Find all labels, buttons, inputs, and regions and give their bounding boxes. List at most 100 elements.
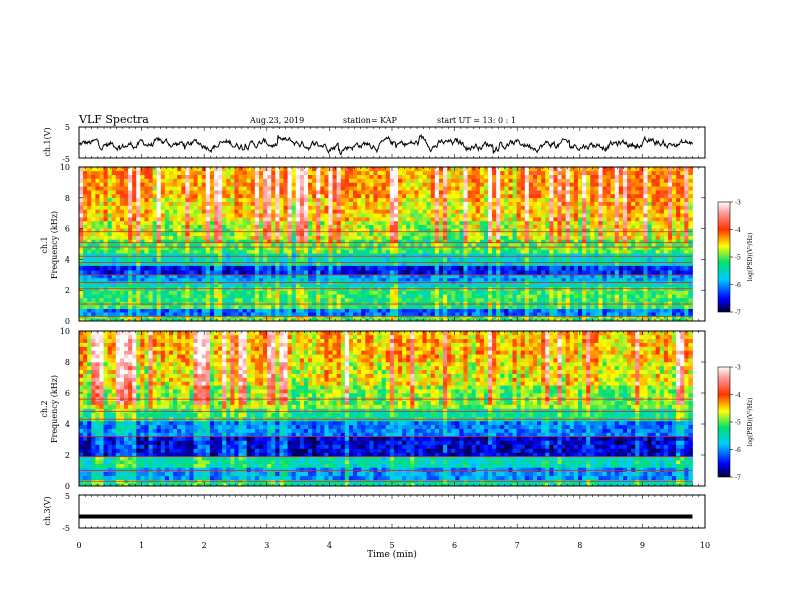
spectrogram-cell xyxy=(246,246,252,251)
spectrogram-cell xyxy=(447,270,452,276)
spectrogram-cell xyxy=(308,220,313,225)
spectrogram-cell xyxy=(189,308,194,313)
spectrogram-cell xyxy=(500,308,505,313)
spectrogram-cell xyxy=(144,246,149,251)
spectrogram-cell xyxy=(381,265,387,271)
spectrogram-cell xyxy=(561,220,567,225)
spectrogram-cell xyxy=(353,308,358,313)
spectrogram-cell xyxy=(606,284,612,288)
spectrogram-cell xyxy=(447,253,452,258)
spectrogram-cell xyxy=(312,318,317,322)
spectrogram-cell xyxy=(189,312,194,316)
spectrogram-cell xyxy=(119,224,125,229)
spectrogram-cell xyxy=(586,290,591,295)
spectrogram-cell xyxy=(140,265,145,271)
spectrogram-cell xyxy=(340,205,346,210)
spectrogram-cell xyxy=(189,253,194,258)
spectrogram-cell xyxy=(381,249,387,254)
spectrogram-cell xyxy=(348,239,354,244)
spectrogram-cell xyxy=(492,301,497,306)
spectrogram-cell xyxy=(667,284,673,288)
spectrogram-cell xyxy=(430,315,436,319)
spectrogram-cell xyxy=(373,249,378,254)
spectrogram-cell xyxy=(177,261,182,266)
spectrogram-cell xyxy=(586,277,591,282)
spectrogram-cell xyxy=(487,261,493,266)
spectrogram-cell xyxy=(606,301,612,306)
spectrogram-cell xyxy=(148,205,154,210)
spectrogram-cell xyxy=(226,318,231,322)
spectrogram-cell xyxy=(651,224,657,229)
spectrogram-cell xyxy=(549,315,554,319)
spectrogram-cell xyxy=(230,308,235,313)
spectrogram-cell xyxy=(267,209,272,214)
spectrogram-cell xyxy=(443,246,448,251)
spectrogram-cell xyxy=(627,261,632,266)
spectrogram-cell xyxy=(451,205,456,210)
spectrogram-cell xyxy=(132,213,137,218)
spectrogram-cell xyxy=(635,318,640,322)
spectrogram-cell xyxy=(582,277,587,282)
spectrogram-cell xyxy=(218,217,223,222)
spectrogram-cell xyxy=(218,220,223,225)
spectrogram-cell xyxy=(258,205,264,210)
spectrogram-cell xyxy=(537,261,542,266)
spectrogram-cell xyxy=(414,277,419,282)
spectrogram-cell xyxy=(234,270,239,276)
spectrogram-cell xyxy=(115,239,121,244)
spectrogram-cell xyxy=(119,235,125,240)
spectrogram-cell xyxy=(254,305,260,309)
spectrogram-cell xyxy=(586,224,591,229)
spectrogram-cell xyxy=(287,265,293,271)
spectrogram-cell xyxy=(365,235,370,240)
spectrogram-cell xyxy=(483,297,489,302)
spectrogram-cell xyxy=(373,231,378,236)
spectrogram-cell xyxy=(312,315,317,319)
spectrogram-cell xyxy=(123,308,129,313)
spectrogram-cell xyxy=(549,308,554,313)
spectrogram-cell xyxy=(467,274,473,279)
spectrogram-cell xyxy=(279,213,284,218)
spectrogram-cell xyxy=(430,261,436,266)
spectrogram-cell xyxy=(475,249,481,254)
spectrogram-cell xyxy=(197,301,203,306)
spectrogram-cell xyxy=(569,224,575,229)
spectrogram-cell xyxy=(569,249,575,254)
spectrogram-cell xyxy=(222,220,227,225)
spectrogram-cell xyxy=(524,231,530,236)
spectrogram-cell xyxy=(123,305,129,309)
spectrogram-cell xyxy=(193,270,199,276)
spectrogram-cell xyxy=(532,270,538,276)
spectrogram-cell xyxy=(79,305,84,309)
spectrogram-cell xyxy=(516,318,522,322)
spectrogram-cell xyxy=(398,228,403,233)
spectrogram-cell xyxy=(324,217,329,222)
spectrogram-cell xyxy=(250,265,256,271)
spectrogram-cell xyxy=(541,209,546,214)
spectrogram-cell xyxy=(132,228,137,233)
spectrogram-cell xyxy=(541,242,546,247)
spectrogram-cell xyxy=(594,297,599,302)
spectrogram-cell xyxy=(398,318,403,322)
spectrogram-cell xyxy=(87,205,92,210)
spectrogram-cell xyxy=(87,213,92,218)
spectrogram-cell xyxy=(152,284,158,288)
spectrogram-cell xyxy=(79,308,84,313)
spectrogram-cell xyxy=(291,294,297,299)
spectrogram-cell xyxy=(557,274,562,279)
spectrogram-cell xyxy=(402,274,407,279)
spectrogram-cell xyxy=(254,318,260,322)
spectrogram-cell xyxy=(381,318,387,322)
spectrogram-cell xyxy=(496,242,501,247)
spectrogram-cell xyxy=(197,297,203,302)
spectrogram-cell xyxy=(123,315,129,319)
spectrogram-cell xyxy=(389,290,395,295)
spectrogram-cell xyxy=(164,305,170,309)
spectrogram-cell xyxy=(267,270,272,276)
spectrogram-cell xyxy=(594,301,599,306)
spectrogram-cell xyxy=(434,312,440,316)
spectrogram-cell xyxy=(569,217,575,222)
spectrogram-cell xyxy=(553,318,558,322)
spectrogram-cell xyxy=(614,318,620,322)
spectrogram-cell xyxy=(173,253,178,258)
